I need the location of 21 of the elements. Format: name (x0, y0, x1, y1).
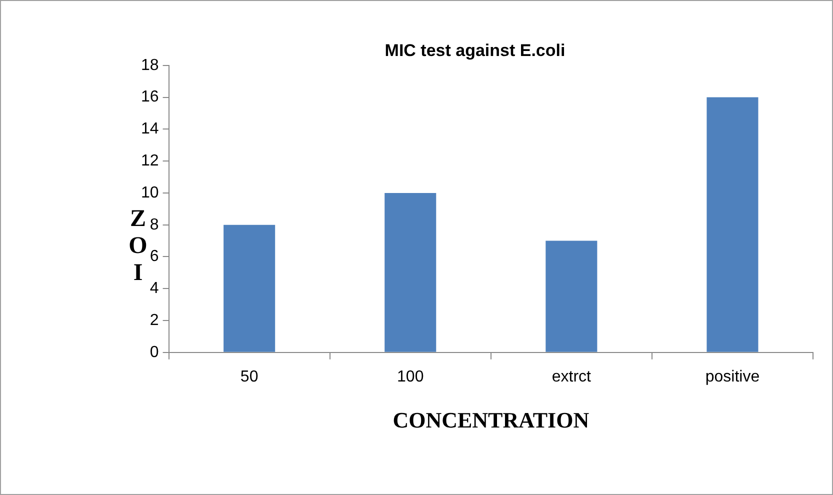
y-tick-label: 12 (141, 152, 159, 170)
y-tick-label: 10 (141, 184, 159, 202)
y-tick-label: 2 (150, 312, 159, 329)
bar (546, 240, 598, 352)
x-tick-label: extrct (552, 368, 592, 386)
bar (384, 192, 436, 352)
y-tick-label: 18 (141, 56, 159, 74)
x-axis-title: CONCENTRATION (392, 407, 590, 432)
y-tick-label: 16 (141, 88, 159, 106)
y-tick-label: 6 (150, 248, 159, 266)
y-tick-label: 4 (150, 280, 159, 298)
x-tick-label: 100 (397, 368, 424, 386)
x-tick-label: 50 (240, 368, 258, 386)
bar (224, 224, 276, 352)
y-axis-title: ZOI (128, 206, 148, 287)
chart-title: MIC test against E.coli (384, 40, 566, 60)
y-tick-label: 14 (141, 120, 159, 138)
y-tick-label: 0 (150, 344, 159, 361)
x-tick-label: positive (705, 368, 760, 386)
bar (706, 97, 758, 352)
y-tick-label: 8 (150, 216, 159, 234)
